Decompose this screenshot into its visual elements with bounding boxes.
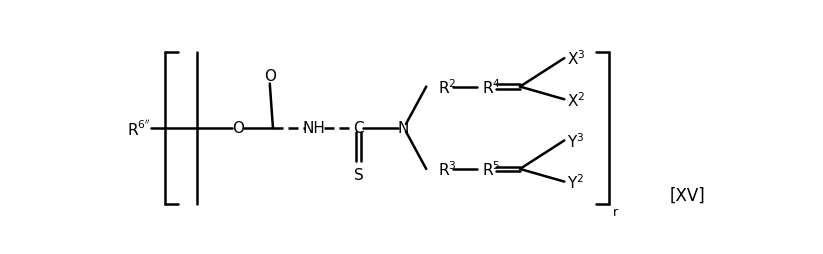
Text: O: O	[232, 121, 244, 136]
Text: R$^2$: R$^2$	[438, 78, 456, 97]
Text: NH: NH	[303, 121, 326, 136]
Text: [XV]: [XV]	[670, 186, 705, 203]
Text: S: S	[354, 167, 363, 182]
Text: R$^3$: R$^3$	[438, 160, 456, 179]
Text: C: C	[353, 121, 364, 136]
Text: X$^2$: X$^2$	[568, 91, 586, 109]
Text: r: r	[612, 205, 617, 218]
Text: O: O	[264, 68, 276, 83]
Text: N: N	[398, 121, 408, 136]
Text: R$^4$: R$^4$	[482, 78, 501, 97]
Text: R$^5$: R$^5$	[482, 160, 500, 179]
Text: R$^{6^{\prime\prime}}$: R$^{6^{\prime\prime}}$	[127, 119, 151, 138]
Text: X$^3$: X$^3$	[568, 50, 586, 68]
Text: Y$^2$: Y$^2$	[568, 172, 584, 191]
Text: Y$^3$: Y$^3$	[568, 132, 585, 150]
